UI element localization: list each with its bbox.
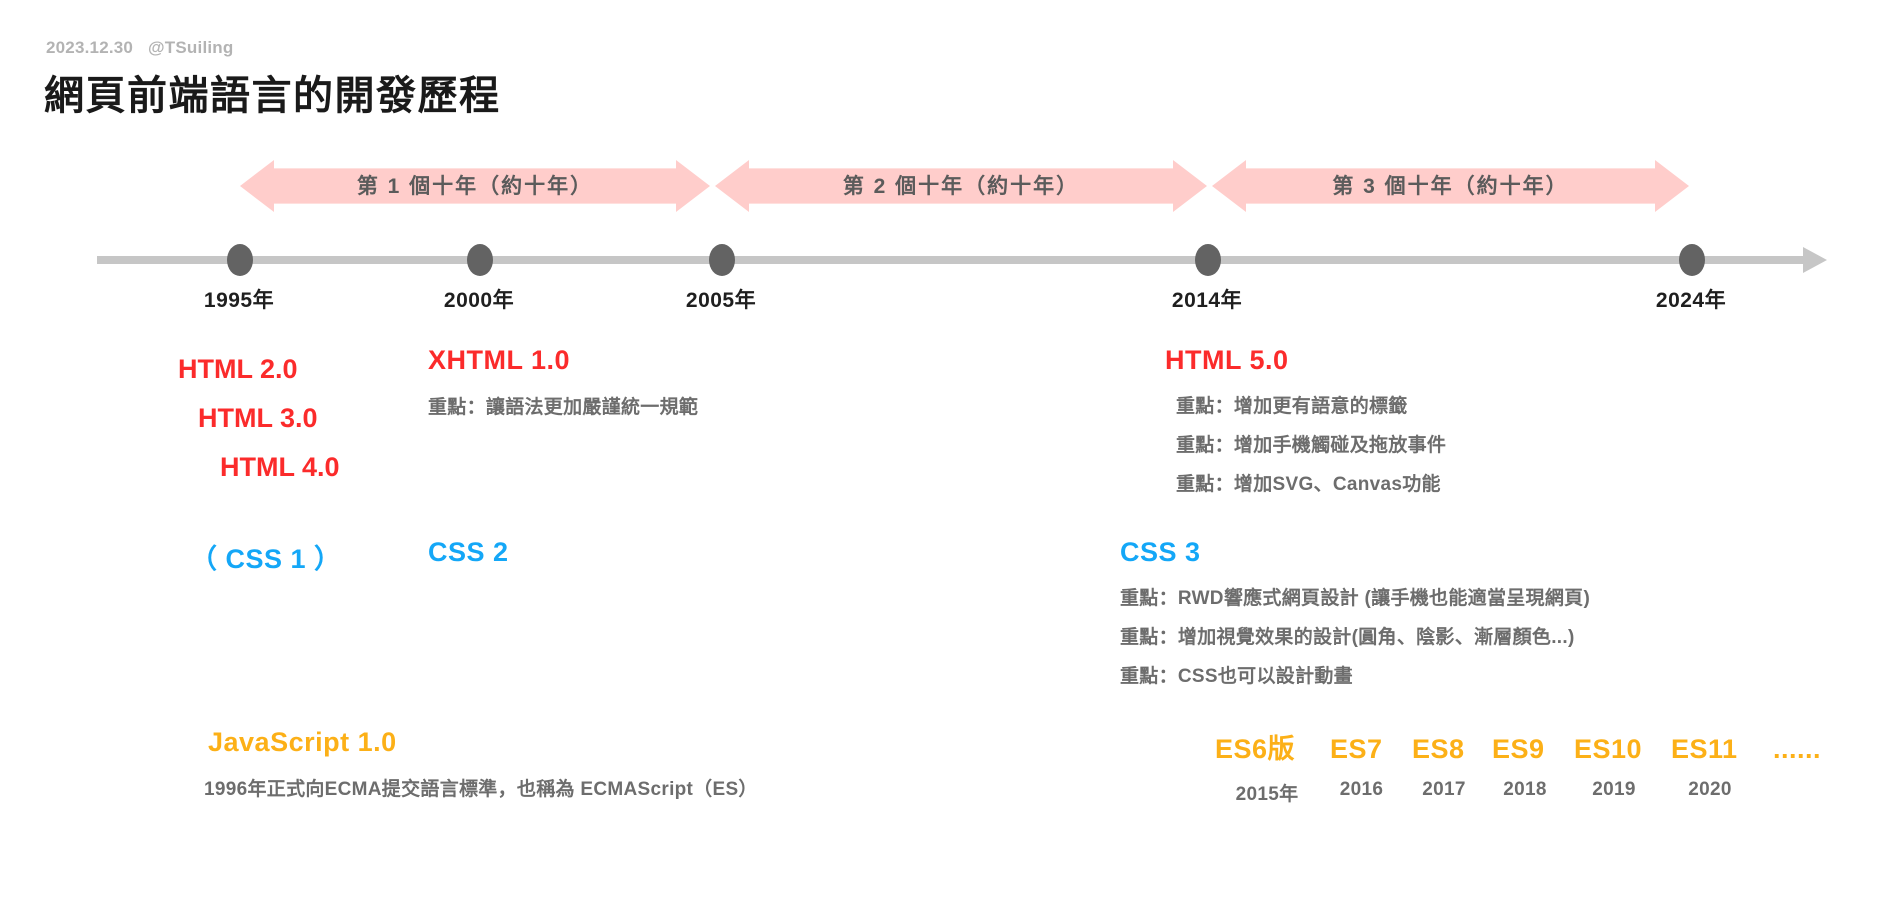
timeline-node-2005 (709, 244, 735, 276)
css2-group: CSS 2 (428, 537, 509, 568)
ecmascript-version-row: ES6版 ES7 ES8 ES9 ES10 ES11 ...... (1215, 727, 1821, 766)
decade-bar-3: 第 3 個十年（約十年） (1212, 160, 1689, 212)
decade-bar-2-label: 第 2 個十年（約十年） (842, 175, 1080, 198)
css3-note-1: 重點：RWD響應式網頁設計 (讓手機也能適當呈現網頁) (1120, 588, 1591, 609)
timeline-label-2024: 2024年 (1655, 289, 1727, 312)
javascript-note-1: 1996年正式向ECMA提交語言標準，也稱為 ECMAScript（ES） (204, 779, 758, 800)
ecmascript-year-2019: 2019 (1592, 779, 1636, 800)
timeline-label-2000: 2000年 (443, 289, 515, 312)
decade-bar-2: 第 2 個十年（約十年） (715, 160, 1207, 212)
timeline-node-2024 (1679, 244, 1705, 276)
ecmascript-year-2017: 2017 (1422, 779, 1466, 800)
html5-group: HTML 5.0 重點：增加更有語意的標籤 重點：增加手機觸碰及拖放事件 重點：… (1165, 345, 1446, 504)
timeline-axis (97, 256, 1807, 264)
decade-bars: 第 1 個十年（約十年） 第 2 個十年（約十年） 第 3 個十年（約十年） (0, 160, 1900, 216)
ecmascript-year-row: 2015年 2016 2017 2018 2019 2020 (1215, 779, 1821, 806)
timeline-label-1995: 1995年 (203, 289, 275, 312)
ecmascript-year-2020: 2020 (1688, 779, 1732, 800)
timeline-label-2014: 2014年 (1171, 289, 1243, 312)
html5-heading: HTML 5.0 (1165, 345, 1289, 375)
ecmascript-version-es8: ES8 (1412, 734, 1465, 764)
xhtml-group: XHTML 1.0 重點：讓語法更加嚴謹統一規範 (428, 345, 698, 427)
xhtml-heading: XHTML 1.0 (428, 345, 571, 375)
css3-notes: 重點：RWD響應式網頁設計 (讓手機也能適當呈現網頁) 重點：增加視覺效果的設計… (1120, 579, 1590, 696)
html-early-group: HTML 2.0 HTML 3.0 HTML 4.0 (0, 345, 340, 492)
css1-group: （ CSS 1 ） (190, 537, 342, 576)
ecmascript-version-es10: ES10 (1574, 734, 1643, 764)
decade-bar-1-label: 第 1 個十年（約十年） (356, 175, 594, 198)
html-version-4: HTML 4.0 (220, 452, 340, 482)
ecmascript-year-2016: 2016 (1339, 779, 1384, 800)
timeline-arrow-icon (1803, 247, 1827, 273)
byline: 2023.12.30 @TSuiling (46, 38, 233, 58)
css3-note-3: 重點：CSS也可以設計動畫 (1120, 666, 1353, 687)
timeline-node-2014 (1195, 244, 1221, 276)
html-version-2: HTML 2.0 (178, 354, 298, 384)
xhtml-note-1: 重點：讓語法更加嚴謹統一規範 (428, 397, 699, 418)
ecmascript-group: ES6版 ES7 ES8 ES9 ES10 ES11 ...... 2015年 … (1215, 727, 1821, 806)
byline-handle: @TSuiling (148, 38, 234, 57)
ecmascript-version-ellipsis: ...... (1773, 734, 1822, 764)
byline-date: 2023.12.30 (46, 38, 134, 57)
css2-heading: CSS 2 (428, 537, 509, 567)
javascript-heading: JavaScript 1.0 (208, 727, 397, 757)
html5-note-2: 重點：增加手機觸碰及拖放事件 (1176, 435, 1447, 456)
timeline-label-2005: 2005年 (685, 289, 757, 312)
ecmascript-version-es7: ES7 (1330, 734, 1383, 764)
ecmascript-version-es11: ES11 (1671, 734, 1738, 764)
javascript-group: JavaScript 1.0 1996年正式向ECMA提交語言標準，也稱為 EC… (204, 727, 758, 809)
css1-heading: （ CSS 1 ） (190, 544, 342, 574)
html5-note-1: 重點：增加更有語意的標籤 (1176, 396, 1408, 417)
css3-heading: CSS 3 (1120, 537, 1201, 567)
decade-bar-3-label: 第 3 個十年（約十年） (1332, 175, 1569, 198)
ecmascript-version-es6: ES6版 (1215, 734, 1296, 764)
timeline-node-1995 (227, 244, 253, 276)
ecmascript-year-2015: 2015年 (1235, 784, 1299, 805)
html5-notes: 重點：增加更有語意的標籤 重點：增加手機觸碰及拖放事件 重點：增加SVG、Can… (1176, 387, 1446, 504)
page-title: 網頁前端語言的開發歷程 (44, 74, 501, 118)
decade-bar-1: 第 1 個十年（約十年） (240, 160, 710, 212)
html-version-3: HTML 3.0 (198, 403, 318, 433)
timeline-node-2000 (467, 244, 493, 276)
html5-note-3: 重點：增加SVG、Canvas功能 (1176, 474, 1441, 495)
css3-note-2: 重點：增加視覺效果的設計(圓角、陰影、漸層顏色...) (1120, 627, 1575, 648)
ecmascript-version-es9: ES9 (1492, 734, 1545, 764)
css3-group: CSS 3 重點：RWD響應式網頁設計 (讓手機也能適當呈現網頁) 重點：增加視… (1120, 537, 1590, 696)
ecmascript-year-2018: 2018 (1503, 779, 1547, 800)
